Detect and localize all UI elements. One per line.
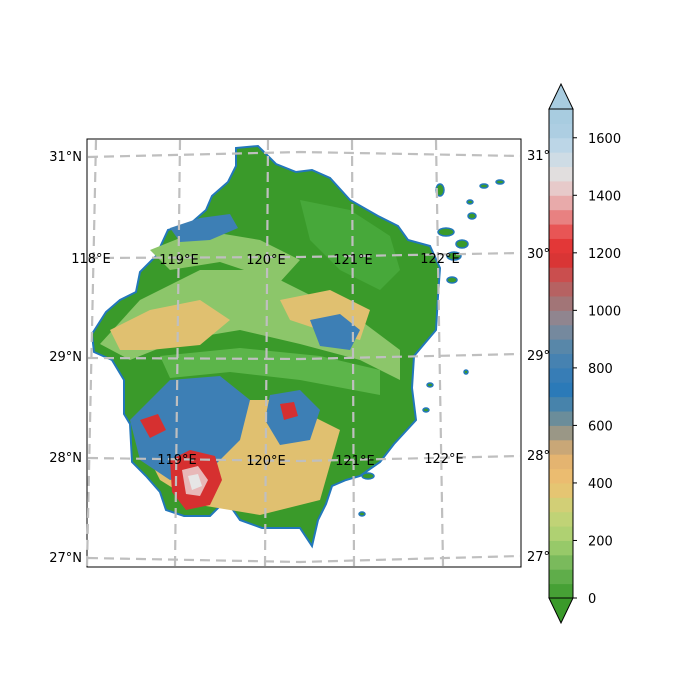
colorbar-tick-label: 0 (588, 592, 596, 607)
lon-label: 121°E (335, 454, 375, 469)
colorbar-band (549, 295, 573, 311)
red-peaks-c (280, 402, 298, 420)
lon-gridline (263, 139, 270, 567)
colorbar-band (549, 324, 573, 340)
lon-label: 119°E (157, 453, 197, 468)
colorbar-band (549, 382, 573, 398)
lat-label: 28°N (49, 451, 82, 466)
colorbar-band (549, 554, 573, 570)
lon-label: 120°E (246, 253, 286, 268)
colorbar-band (549, 511, 573, 527)
colorbar-tick-label: 1400 (588, 189, 621, 204)
lat-label-right: 27° (527, 550, 550, 565)
mid-green-belt (100, 270, 400, 380)
lat-label: 29°N (49, 350, 82, 365)
colorbar-band (549, 310, 573, 326)
colorbar-band (549, 166, 573, 182)
colorbar-tick-label: 400 (588, 477, 613, 492)
colorbar-tick-label: 600 (588, 419, 613, 434)
colorbar-band (549, 180, 573, 196)
colorbar-band (549, 439, 573, 455)
colorbar-band (549, 540, 573, 556)
colorbar-band (549, 425, 573, 441)
green-lowland-band (160, 348, 380, 395)
colorbar-band (549, 252, 573, 268)
lon-gridline (85, 139, 98, 567)
lon-label: 122°E (420, 252, 460, 267)
colorbar-tick-label: 1600 (588, 132, 621, 147)
colorbar-ticks: 0 200 400 600 800 1000 1200 1400 1600 (573, 132, 621, 607)
colorbar-band (549, 195, 573, 211)
colorbar-tick-label: 800 (588, 362, 613, 377)
lat-label: 31°N (49, 150, 82, 165)
lon-label: 118°E (71, 252, 111, 267)
coastal-plain (300, 200, 400, 290)
pale-peak-sw (188, 474, 202, 490)
colorbar-extend-top (548, 82, 574, 110)
terrain-layer (90, 144, 505, 549)
map-panel: 31°N 29°N 28°N 27°N 31° 30° 29° 28° 27° … (49, 138, 550, 568)
islands (358, 179, 505, 517)
gridlines (85, 139, 521, 567)
blue-mountains-n (170, 214, 238, 242)
lon-labels-lower: 119°E 120°E 121°E 122°E (157, 452, 464, 469)
colorbar-band (549, 583, 573, 599)
colorbar-band (549, 353, 573, 369)
colorbar-tick-label: 200 (588, 534, 613, 549)
mid-green-belt-2 (150, 230, 300, 282)
left-lat-labels: 31°N 29°N 28°N 27°N (49, 150, 82, 566)
lat-gridline (87, 454, 521, 463)
colorbar-band (549, 123, 573, 139)
colorbar-band (549, 396, 573, 412)
colorbar-tick-label: 1200 (588, 247, 621, 262)
colorbar-band (549, 209, 573, 225)
colorbar-band (549, 482, 573, 498)
colorbar-band (549, 526, 573, 541)
lon-gridline (173, 139, 182, 567)
colorbar-band (549, 454, 573, 470)
lat-gridline (87, 251, 521, 260)
blue-mountains-sw (130, 376, 250, 480)
lat-label-right: 28° (527, 449, 550, 464)
lon-label: 119°E (159, 253, 199, 268)
colorbar-band (549, 569, 573, 585)
colorbar-frame (548, 108, 574, 599)
colorbar-band (549, 367, 573, 383)
colorbar-band (549, 468, 573, 484)
tan-uplands (110, 300, 230, 350)
lon-label: 121°E (333, 253, 373, 268)
lon-labels-upper: 118°E 119°E 120°E 121°E 122°E (71, 252, 460, 268)
colorbar-bands (549, 109, 573, 599)
colorbar-band (549, 267, 573, 283)
lon-gridline (434, 139, 445, 567)
lat-gridline (87, 352, 521, 361)
lat-label-right: 30° (527, 247, 550, 262)
colorbar-band (549, 152, 573, 168)
colorbar-band (549, 137, 573, 153)
red-peaks-w (140, 414, 166, 438)
lat-gridline (87, 150, 521, 159)
blue-mountains-e (310, 314, 360, 350)
colorbar-band (549, 339, 573, 354)
colorbar: 0 200 400 600 800 1000 1200 1400 1600 (548, 82, 621, 625)
colorbar-tick-label: 1000 (588, 304, 621, 319)
colorbar-band (549, 497, 573, 513)
lat-label-right: 29° (527, 349, 550, 364)
right-lat-labels: 31° 30° 29° 28° 27° (527, 149, 550, 565)
lat-label: 27°N (49, 551, 82, 566)
lon-label: 120°E (246, 454, 286, 469)
colorbar-band (549, 411, 573, 426)
colorbar-band (549, 109, 573, 124)
colorbar-extend-bottom (548, 597, 574, 625)
colorbar-band (549, 224, 573, 239)
colorbar-band (549, 238, 573, 254)
lon-gridline (350, 139, 356, 567)
lat-gridline (87, 554, 521, 564)
colorbar-band (549, 281, 573, 297)
lon-label: 122°E (424, 452, 464, 467)
lat-label-right: 31° (527, 149, 550, 164)
